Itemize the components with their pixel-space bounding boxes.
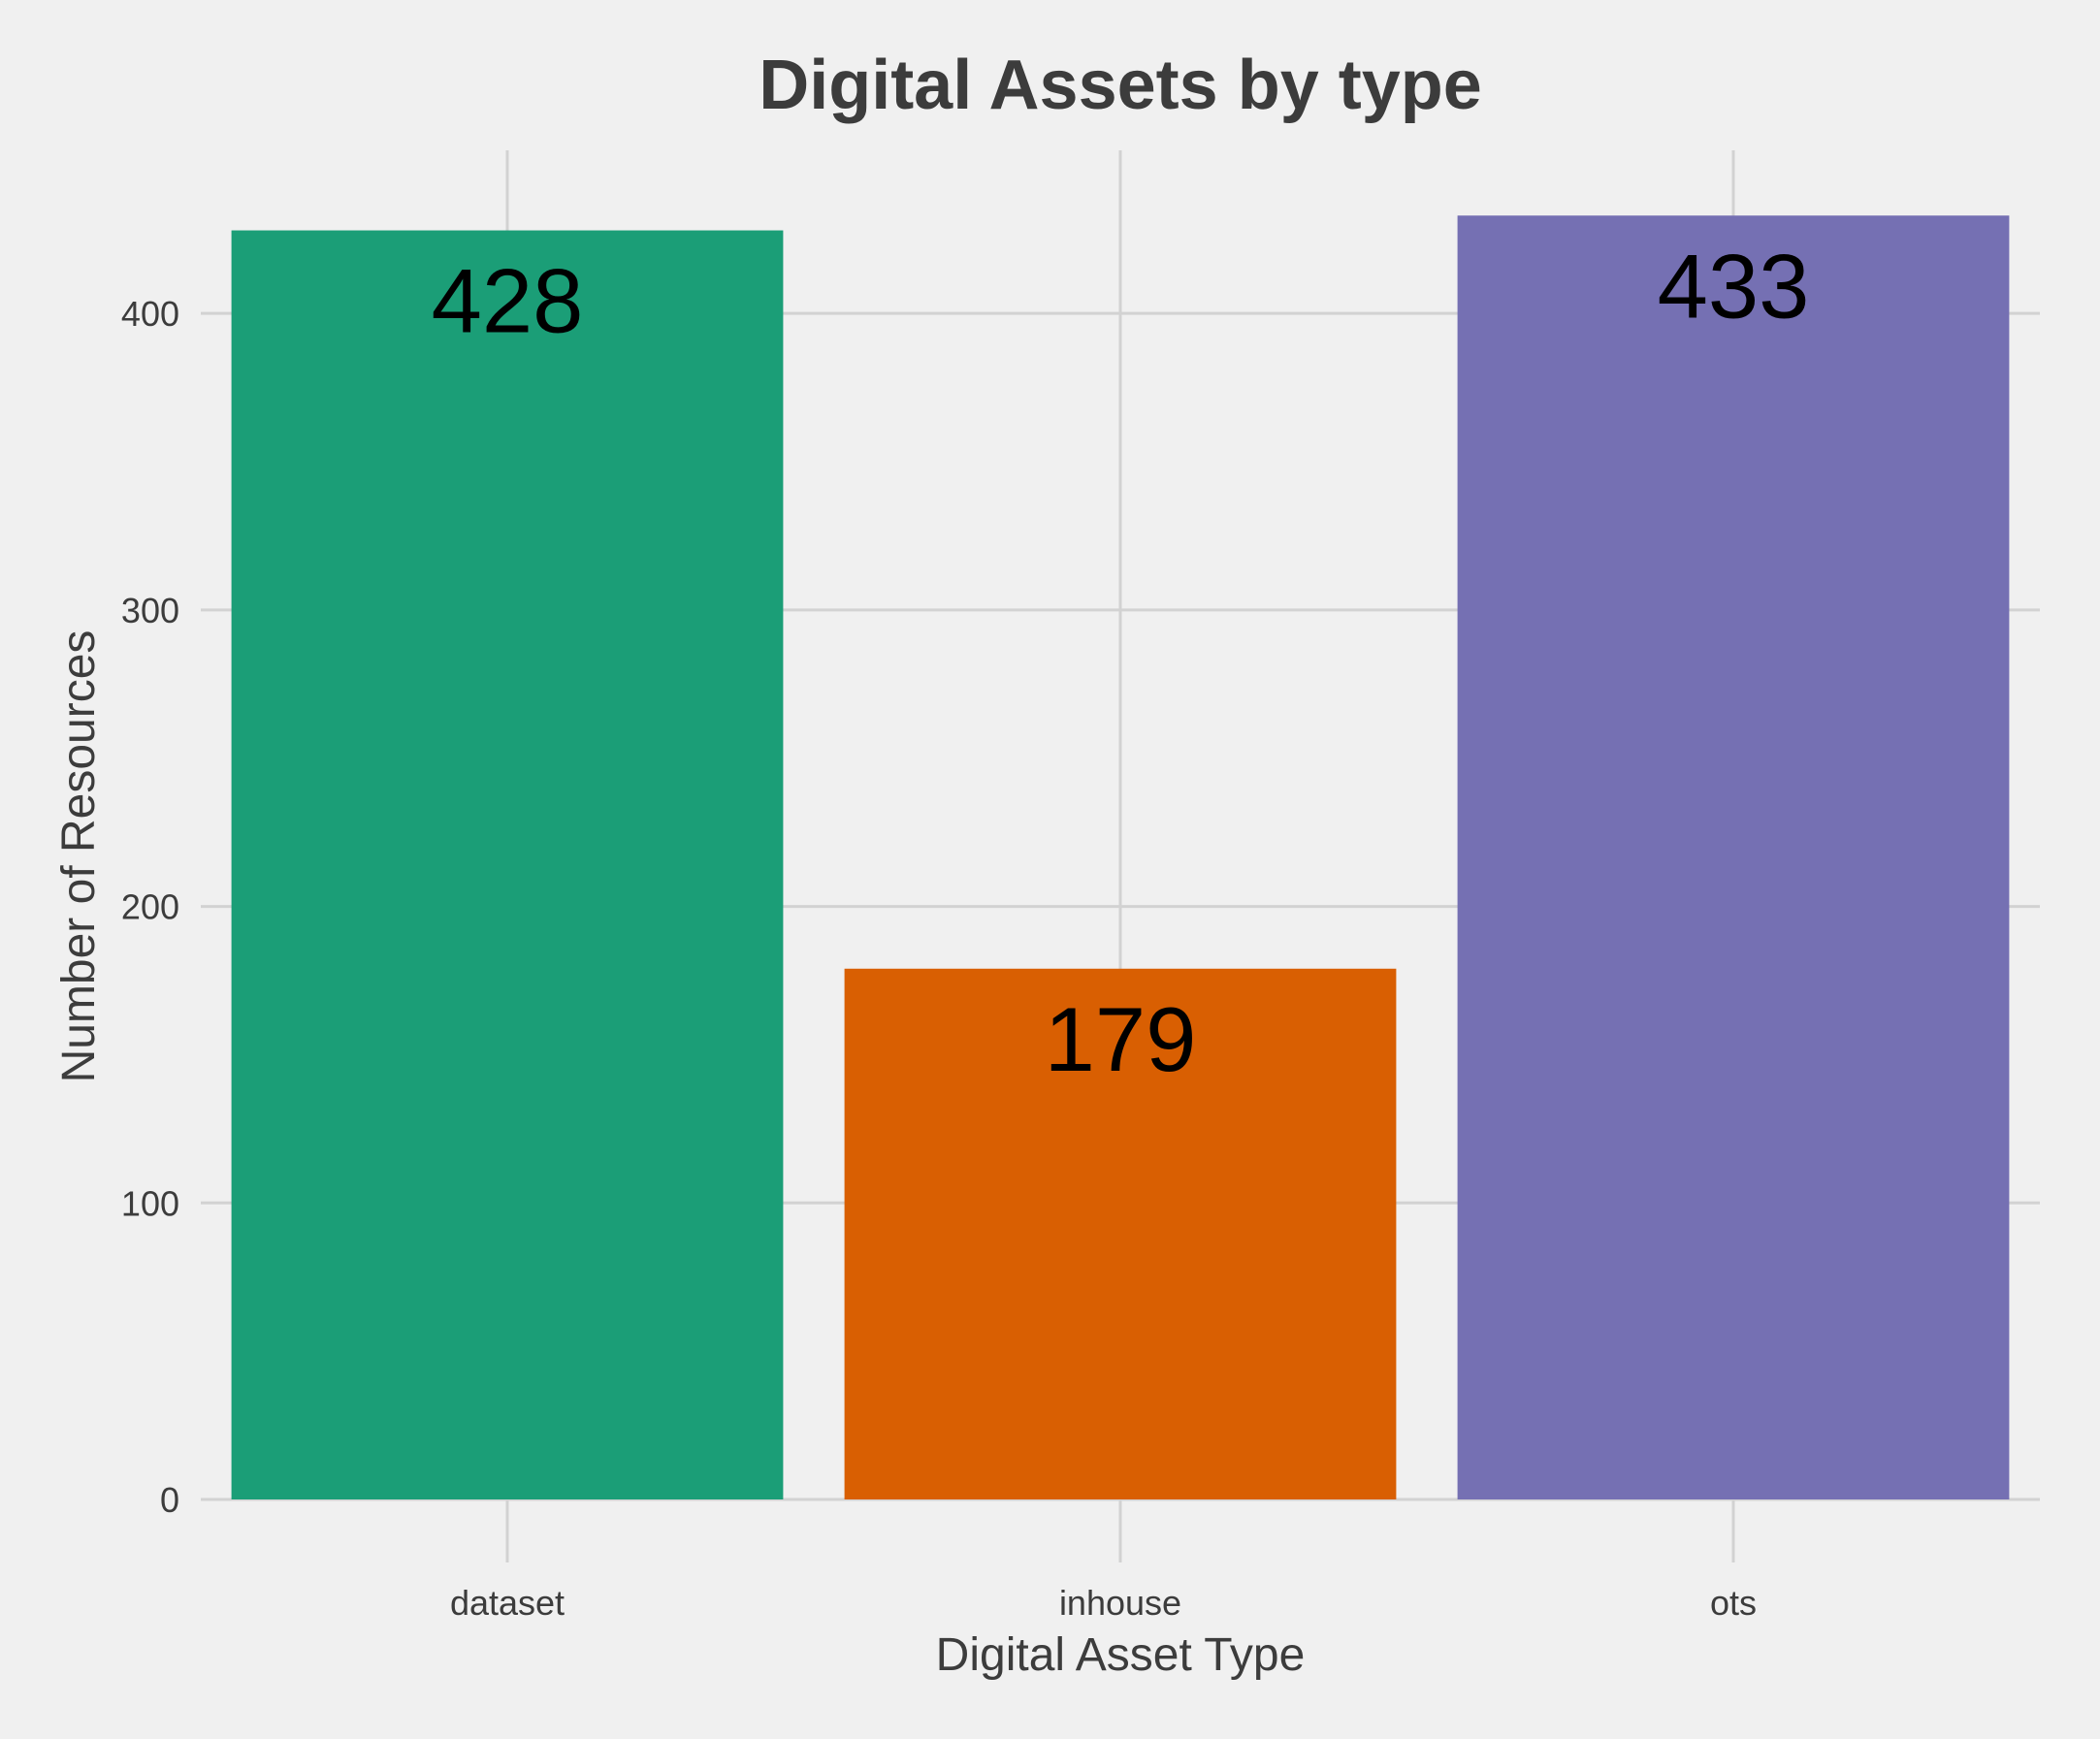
y-axis-ticks: 0 100 200 300 400 bbox=[121, 294, 179, 1520]
bar-dataset bbox=[231, 230, 784, 1500]
chart-title: Digital Assets by type bbox=[759, 47, 1482, 124]
y-tick-label: 200 bbox=[121, 887, 179, 927]
x-tick-label: ots bbox=[1710, 1583, 1757, 1623]
x-tick-label: dataset bbox=[450, 1583, 565, 1623]
y-tick-label: 300 bbox=[121, 591, 179, 630]
data-label-ots: 433 bbox=[1658, 235, 1810, 337]
data-label-inhouse: 179 bbox=[1045, 988, 1197, 1090]
y-tick-label: 100 bbox=[121, 1183, 179, 1223]
y-tick-label: 0 bbox=[160, 1480, 179, 1520]
x-axis-title: Digital Asset Type bbox=[936, 1629, 1306, 1681]
bar-inhouse bbox=[844, 968, 1397, 1499]
x-tick-label: inhouse bbox=[1059, 1583, 1181, 1623]
bar-ots bbox=[1457, 215, 2010, 1500]
data-label-dataset: 428 bbox=[432, 250, 584, 352]
data-labels: 428 179 433 bbox=[432, 235, 1810, 1090]
x-axis-ticks: dataset inhouse ots bbox=[450, 1583, 1757, 1623]
y-tick-label: 400 bbox=[121, 294, 179, 334]
bars bbox=[231, 215, 2010, 1500]
y-axis-title: Number of Resources bbox=[53, 630, 105, 1083]
